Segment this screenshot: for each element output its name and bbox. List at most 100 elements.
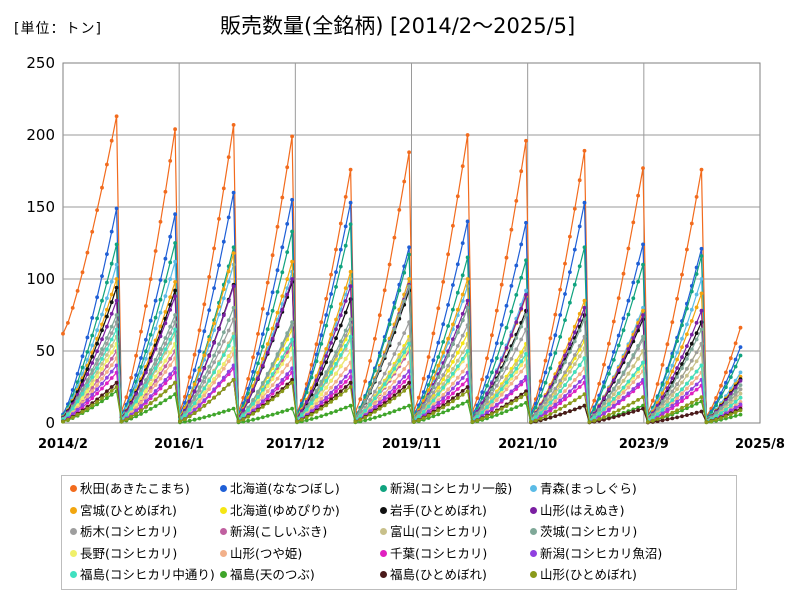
data-point <box>421 376 426 381</box>
legend-label: 山形(つや姫) <box>230 545 303 561</box>
data-point <box>324 398 329 403</box>
data-point <box>319 333 324 338</box>
data-point <box>163 189 168 194</box>
data-point <box>480 377 485 382</box>
data-point <box>139 356 143 360</box>
data-point <box>285 250 290 255</box>
data-point <box>451 399 455 404</box>
data-point <box>670 369 675 374</box>
data-point <box>134 411 139 416</box>
data-point <box>724 385 728 390</box>
data-point <box>558 384 563 389</box>
data-point <box>144 405 148 409</box>
data-point <box>577 385 582 389</box>
data-point <box>207 308 212 312</box>
data-point <box>109 369 114 374</box>
data-point <box>265 384 270 389</box>
data-point <box>168 331 173 335</box>
data-point <box>168 376 173 380</box>
data-point <box>568 350 572 354</box>
data-point <box>460 350 465 355</box>
data-point <box>509 309 514 314</box>
data-point <box>738 325 743 330</box>
data-point <box>324 395 329 400</box>
data-point <box>465 389 470 394</box>
data-point <box>728 408 733 413</box>
data-point <box>602 411 606 415</box>
data-point <box>373 368 377 373</box>
data-point <box>295 419 299 424</box>
data-point <box>519 242 524 247</box>
data-point <box>485 410 489 415</box>
data-point <box>309 375 314 380</box>
data-point <box>256 361 260 366</box>
data-point <box>675 382 679 387</box>
data-point <box>582 305 587 310</box>
data-point <box>251 377 256 381</box>
data-point <box>270 397 275 402</box>
data-point <box>109 392 114 397</box>
data-point <box>280 270 285 275</box>
data-point <box>631 364 636 369</box>
data-point <box>134 373 139 377</box>
data-point <box>524 292 528 297</box>
data-point <box>226 408 231 413</box>
data-point <box>139 396 143 401</box>
legend-item: 富山(コシヒカリ) <box>380 524 487 540</box>
data-point <box>538 414 543 418</box>
data-point <box>105 370 109 374</box>
data-point <box>548 366 553 371</box>
data-point <box>738 395 743 400</box>
data-point <box>607 371 611 376</box>
data-point <box>358 414 363 418</box>
data-point <box>368 359 372 363</box>
legend-item: 宮城(ひとめぼれ) <box>70 503 177 519</box>
data-point <box>738 383 743 387</box>
data-point <box>256 400 260 405</box>
data-point <box>504 303 509 308</box>
data-point <box>134 353 139 358</box>
data-point <box>105 162 109 167</box>
data-point <box>265 401 270 406</box>
data-point <box>407 380 411 385</box>
data-point <box>265 380 270 384</box>
data-point <box>105 280 109 285</box>
data-point <box>504 377 509 381</box>
data-point <box>124 417 129 422</box>
data-point <box>616 399 621 404</box>
data-point <box>553 402 558 407</box>
data-point <box>694 359 699 364</box>
data-point <box>197 378 202 383</box>
data-point <box>202 393 207 398</box>
data-point <box>480 410 485 415</box>
data-point <box>689 387 694 391</box>
data-point <box>329 385 333 390</box>
data-point <box>183 400 187 405</box>
data-point <box>509 227 514 232</box>
data-point <box>563 377 567 381</box>
data-point <box>465 219 470 224</box>
data-point <box>397 208 402 212</box>
data-point <box>626 379 631 384</box>
legend-label: 福島(天のつぶ) <box>230 567 315 582</box>
data-point <box>109 356 114 361</box>
data-point <box>621 316 626 321</box>
data-point <box>694 350 699 355</box>
y-tick-label: 50 <box>36 342 55 360</box>
data-point <box>582 298 587 303</box>
data-point <box>105 364 109 369</box>
data-point <box>105 341 109 346</box>
data-point <box>685 386 689 391</box>
data-point <box>728 415 733 420</box>
data-point <box>543 397 548 402</box>
data-point <box>387 394 392 398</box>
data-point <box>553 375 558 379</box>
data-point <box>343 224 348 229</box>
data-point <box>455 344 460 348</box>
data-point <box>373 396 377 401</box>
data-point <box>436 363 441 368</box>
data-point <box>348 317 353 322</box>
legend-label: 新潟(コシヒカリ一般) <box>390 481 513 496</box>
data-point <box>192 401 197 406</box>
data-point <box>577 363 582 368</box>
